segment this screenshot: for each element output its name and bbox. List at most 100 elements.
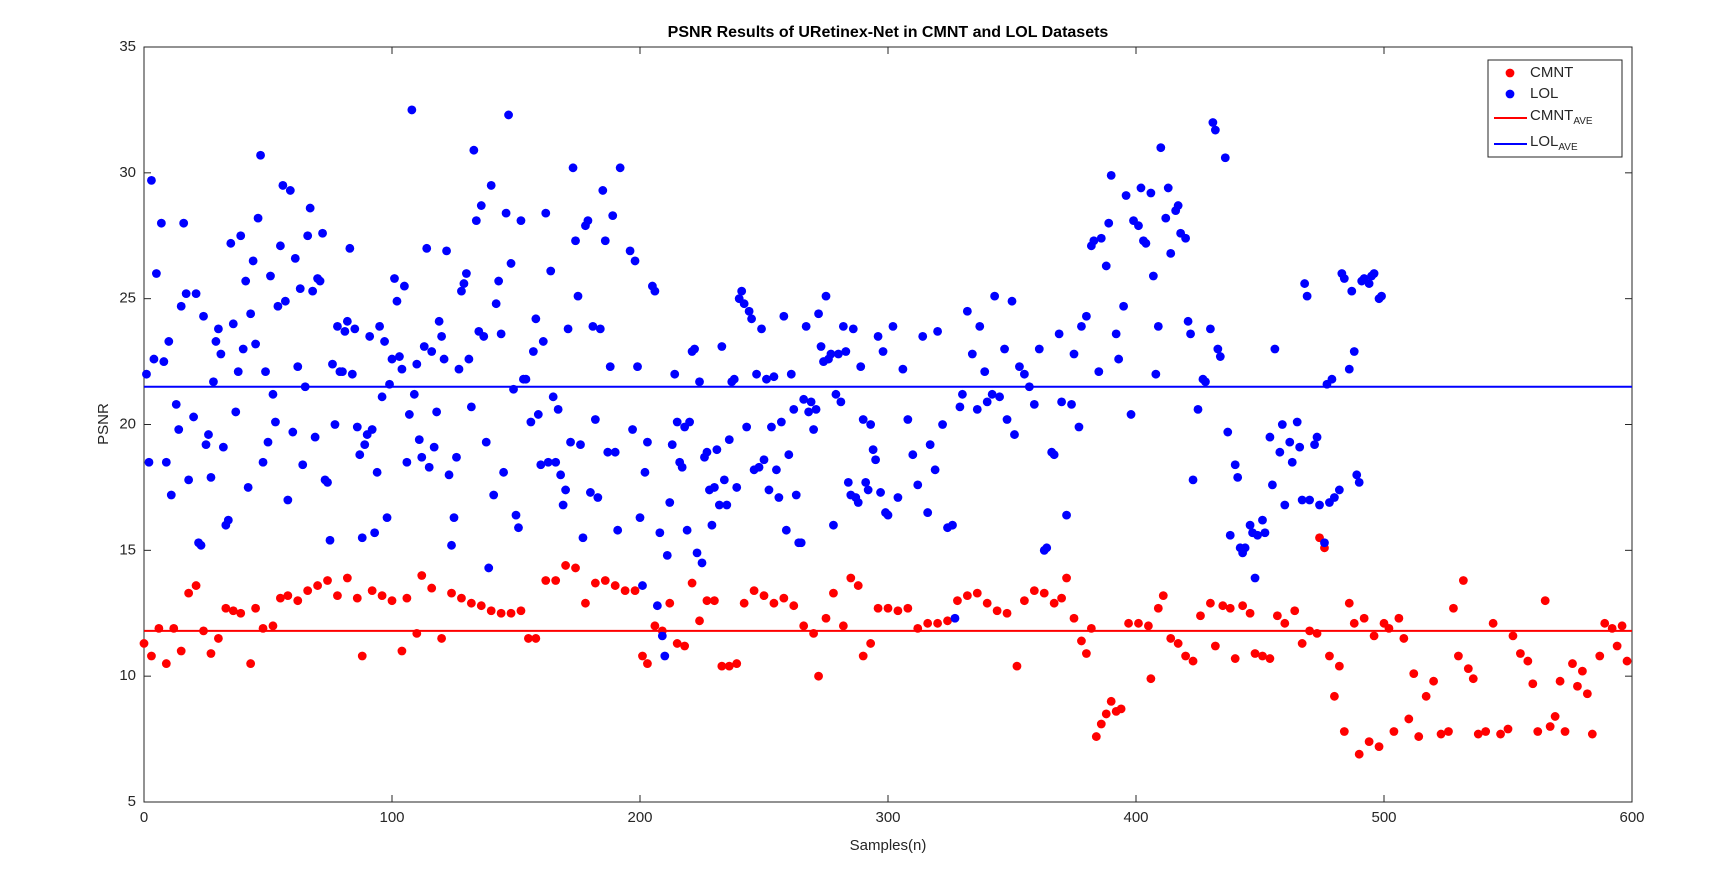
data-point xyxy=(347,369,357,379)
data-point xyxy=(672,639,682,648)
data-point xyxy=(590,415,600,424)
data-point xyxy=(303,586,313,595)
data-point xyxy=(1280,500,1290,510)
data-point xyxy=(571,236,580,246)
data-point xyxy=(466,402,476,412)
data-point xyxy=(831,389,841,399)
data-point xyxy=(290,254,300,263)
data-point xyxy=(1344,598,1354,608)
data-point xyxy=(556,470,566,480)
data-point xyxy=(218,442,228,452)
data-point xyxy=(551,457,561,467)
data-point xyxy=(466,598,476,608)
data-point xyxy=(1414,732,1424,741)
data-point xyxy=(159,357,169,366)
data-point xyxy=(943,616,952,626)
data-point xyxy=(276,593,285,603)
data-point xyxy=(1578,666,1587,676)
data-point xyxy=(613,525,623,535)
data-point xyxy=(1173,639,1183,648)
y-axis-label: PSNR xyxy=(95,403,112,445)
data-point xyxy=(732,659,742,668)
data-point xyxy=(873,332,883,341)
data-point xyxy=(1049,450,1059,460)
data-point xyxy=(531,634,541,643)
data-point xyxy=(739,598,749,608)
data-point xyxy=(680,641,690,651)
data-point xyxy=(147,175,156,185)
data-point xyxy=(328,359,337,369)
data-point xyxy=(333,321,342,331)
data-point xyxy=(789,405,799,414)
data-point xyxy=(541,208,551,218)
data-point xyxy=(677,462,687,472)
data-point xyxy=(288,427,298,437)
data-point xyxy=(1020,369,1029,379)
data-point xyxy=(214,324,223,334)
data-point xyxy=(672,417,682,427)
data-point xyxy=(271,417,280,427)
x-tick-label: 600 xyxy=(1619,809,1644,826)
data-point xyxy=(1344,364,1354,374)
data-point xyxy=(1067,399,1076,409)
data-point xyxy=(1287,457,1297,467)
data-point xyxy=(1277,420,1287,429)
data-point xyxy=(156,218,166,228)
data-point xyxy=(1330,493,1339,502)
data-point xyxy=(1245,608,1255,618)
data-point xyxy=(181,289,191,299)
data-point xyxy=(439,354,449,364)
data-point xyxy=(1508,631,1518,641)
data-point xyxy=(1069,349,1079,359)
data-point xyxy=(638,581,647,590)
data-point xyxy=(357,533,367,543)
data-point xyxy=(595,324,605,334)
data-point xyxy=(643,659,652,668)
data-point xyxy=(1161,213,1171,223)
data-point xyxy=(1230,460,1240,470)
data-point xyxy=(630,256,640,266)
data-point xyxy=(1258,515,1267,525)
data-point xyxy=(528,347,538,356)
data-point xyxy=(1126,410,1136,419)
data-point xyxy=(1436,729,1446,739)
data-point xyxy=(1352,470,1362,480)
data-point xyxy=(486,606,496,616)
data-point xyxy=(1550,712,1560,721)
x-tick-label: 400 xyxy=(1123,809,1148,826)
y-tick-label: 30 xyxy=(119,164,136,181)
data-point xyxy=(625,246,635,256)
data-point xyxy=(1101,261,1111,271)
legend-label: LOLAVE xyxy=(1530,133,1578,153)
data-point xyxy=(1153,321,1163,331)
data-point xyxy=(370,528,380,538)
data-point xyxy=(1106,696,1116,706)
data-point xyxy=(1096,719,1106,729)
data-point xyxy=(504,110,513,120)
data-point xyxy=(786,369,796,379)
data-point xyxy=(1265,654,1275,663)
data-point xyxy=(953,596,962,606)
data-point xyxy=(769,598,779,608)
data-point xyxy=(643,437,652,447)
data-point xyxy=(863,485,873,495)
data-point xyxy=(479,332,489,341)
data-point xyxy=(759,455,769,465)
x-tick-label: 100 xyxy=(379,809,404,826)
data-point xyxy=(1404,714,1414,724)
data-point xyxy=(1377,291,1386,301)
data-point xyxy=(422,243,432,253)
data-point xyxy=(660,651,670,661)
data-point xyxy=(1463,664,1473,674)
data-point xyxy=(199,311,208,321)
data-point xyxy=(1458,576,1468,585)
data-point xyxy=(578,533,588,543)
data-point xyxy=(866,420,876,429)
data-point xyxy=(243,483,253,492)
data-point xyxy=(342,573,352,583)
data-point xyxy=(236,608,246,618)
data-point xyxy=(402,593,412,603)
data-point xyxy=(1206,324,1215,334)
y-tick-label: 20 xyxy=(119,415,136,432)
